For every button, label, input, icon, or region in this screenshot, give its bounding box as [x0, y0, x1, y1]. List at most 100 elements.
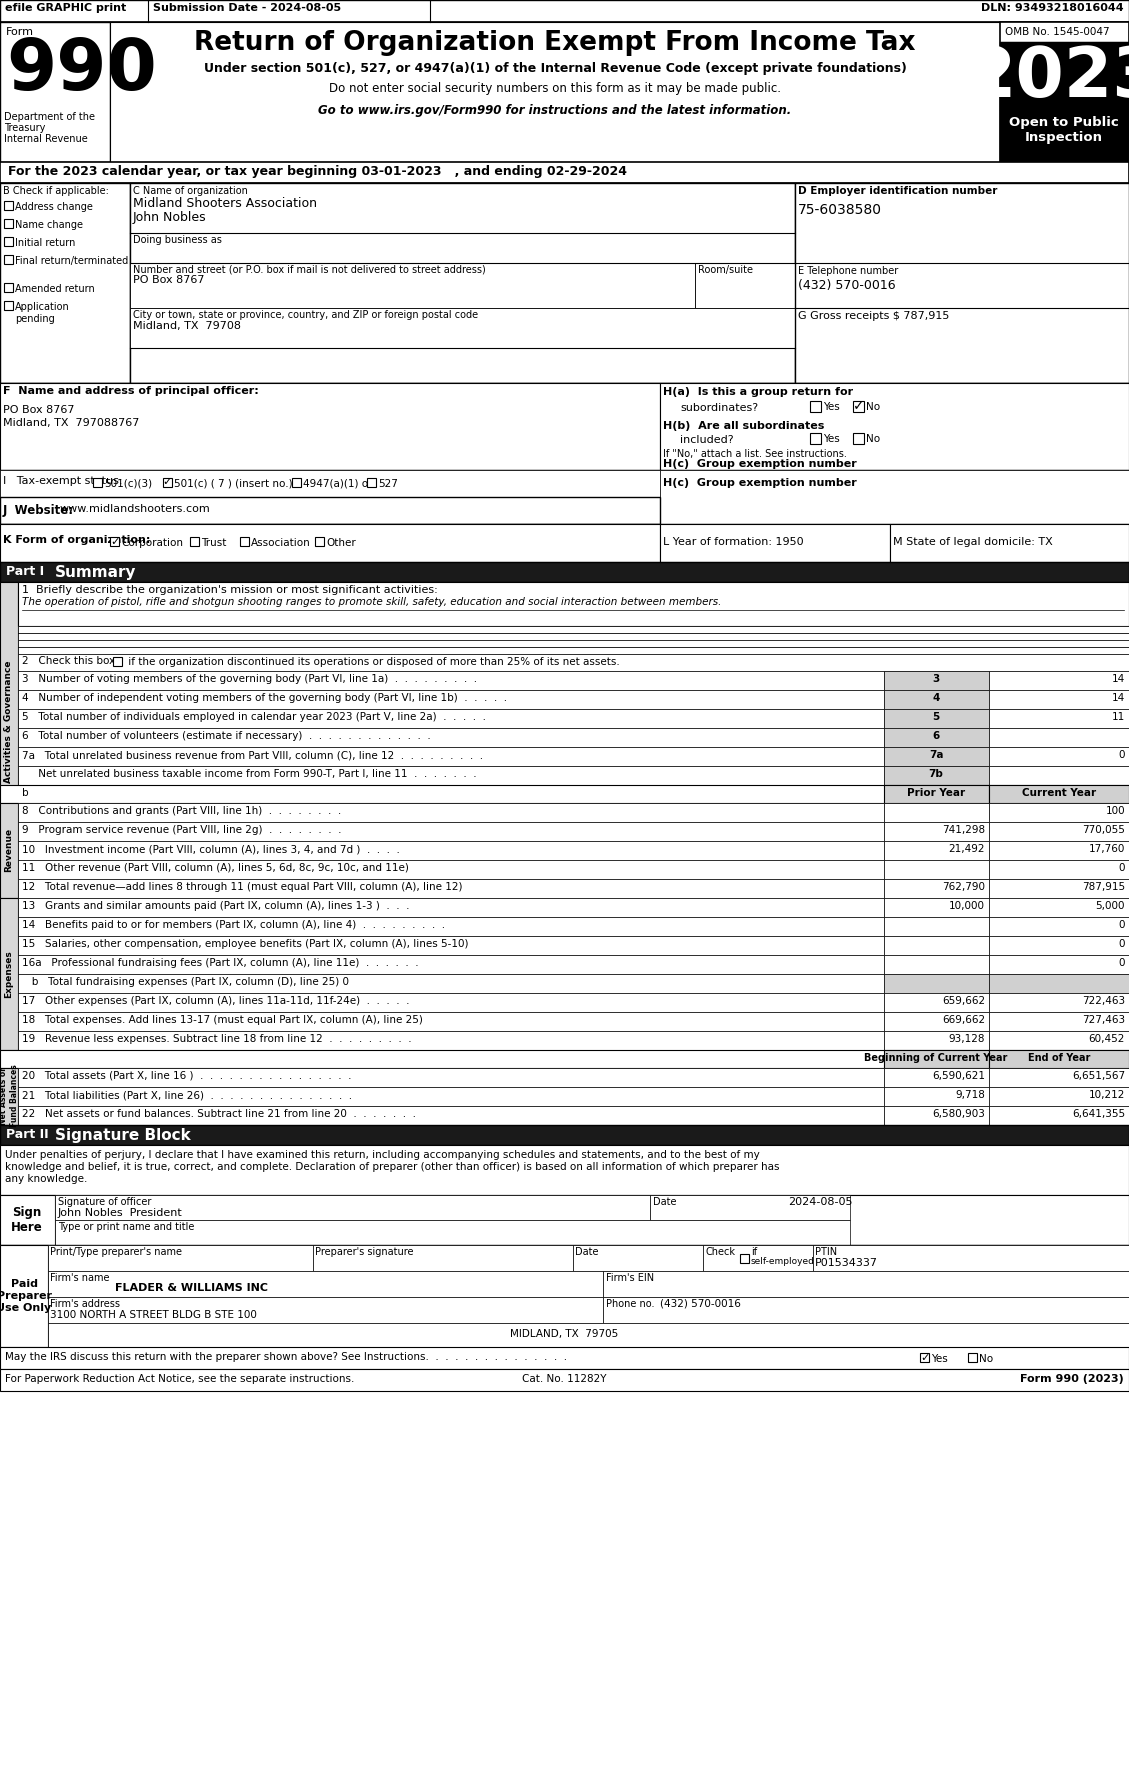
Bar — [884, 879, 989, 897]
Text: (432) 570-0016: (432) 570-0016 — [798, 279, 895, 291]
Text: K Form of organization:: K Form of organization: — [3, 535, 150, 546]
Text: Part I: Part I — [6, 565, 44, 577]
Bar — [890, 525, 1129, 562]
Bar — [0, 162, 1129, 184]
Text: Check: Check — [706, 1247, 736, 1257]
Bar — [0, 1369, 1129, 1392]
Text: Phone no.: Phone no. — [606, 1300, 655, 1309]
Text: Print/Type preparer's name: Print/Type preparer's name — [50, 1247, 182, 1257]
Text: Department of the: Department of the — [5, 111, 95, 122]
Text: Midland, TX  79708: Midland, TX 79708 — [133, 321, 240, 330]
Text: H(c)  Group exemption number: H(c) Group exemption number — [663, 459, 857, 470]
Bar — [989, 786, 1129, 804]
Bar — [884, 841, 989, 860]
Bar — [0, 786, 1129, 804]
Text: Open to Public
Inspection: Open to Public Inspection — [1009, 117, 1119, 145]
Bar — [0, 897, 18, 1051]
Text: 10   Investment income (Part VIII, column (A), lines 3, 4, and 7d )  .  .  .  .: 10 Investment income (Part VIII, column … — [21, 844, 400, 855]
Bar — [989, 955, 1129, 975]
Bar — [884, 975, 989, 992]
Bar — [854, 401, 864, 411]
Text: Yes: Yes — [823, 403, 840, 411]
Text: 3   Number of voting members of the governing body (Part VI, line 1a)  .  .  .  : 3 Number of voting members of the govern… — [21, 675, 478, 683]
Bar — [603, 1296, 1129, 1323]
Text: Sign
Here: Sign Here — [11, 1206, 43, 1234]
Bar — [18, 897, 884, 917]
Bar — [989, 728, 1129, 747]
Bar — [18, 917, 884, 936]
Text: 2024-08-05: 2024-08-05 — [788, 1197, 854, 1206]
Text: 2023: 2023 — [968, 44, 1129, 111]
Text: Internal Revenue: Internal Revenue — [5, 134, 88, 145]
Text: End of Year: End of Year — [1027, 1053, 1091, 1063]
Text: knowledge and belief, it is true, correct, and complete. Declaration of preparer: knowledge and belief, it is true, correc… — [5, 1162, 779, 1173]
Text: 4: 4 — [933, 692, 939, 703]
Text: 7b: 7b — [928, 768, 944, 779]
Text: 22   Net assets or fund balances. Subtract line 21 from line 20  .  .  .  .  .  : 22 Net assets or fund balances. Subtract… — [21, 1109, 415, 1120]
Bar — [18, 583, 1129, 625]
Text: Do not enter social security numbers on this form as it may be made public.: Do not enter social security numbers on … — [329, 81, 781, 95]
Bar — [110, 537, 119, 546]
Text: 9,718: 9,718 — [955, 1090, 984, 1100]
Bar — [1000, 109, 1129, 162]
Text: Beginning of Current Year: Beginning of Current Year — [865, 1053, 1008, 1063]
Text: FLADER & WILLIAMS INC: FLADER & WILLIAMS INC — [115, 1284, 268, 1293]
Bar — [0, 184, 1129, 383]
Text: ✓: ✓ — [852, 399, 865, 413]
Bar — [695, 263, 795, 307]
Text: Midland, TX  797088767: Midland, TX 797088767 — [3, 419, 139, 427]
Text: If "No," attach a list. See instructions.: If "No," attach a list. See instructions… — [663, 449, 847, 459]
Text: Form 990 (2023): Form 990 (2023) — [1021, 1374, 1124, 1385]
Text: 10,000: 10,000 — [949, 901, 984, 911]
Text: (432) 570-0016: (432) 570-0016 — [660, 1300, 741, 1309]
Text: subordinates?: subordinates? — [680, 403, 759, 413]
Bar — [5, 254, 14, 263]
Bar — [989, 860, 1129, 879]
Bar — [0, 0, 1129, 21]
Bar — [0, 1196, 55, 1245]
Text: Trust: Trust — [201, 539, 227, 547]
Text: Date: Date — [575, 1247, 598, 1257]
Bar — [989, 841, 1129, 860]
Bar — [884, 1051, 989, 1068]
Bar — [240, 537, 250, 546]
Bar — [884, 860, 989, 879]
Text: 17,760: 17,760 — [1088, 844, 1124, 855]
Text: 0: 0 — [1119, 957, 1124, 968]
Text: Signature of officer: Signature of officer — [58, 1197, 151, 1206]
Text: 0: 0 — [1119, 940, 1124, 948]
Text: Form: Form — [6, 26, 34, 37]
Text: Application
pending: Application pending — [15, 302, 70, 323]
Text: included?: included? — [680, 434, 734, 445]
Bar — [18, 653, 1129, 671]
Text: Paid
Preparer
Use Only: Paid Preparer Use Only — [0, 1279, 52, 1312]
Text: 5   Total number of individuals employed in calendar year 2023 (Part V, line 2a): 5 Total number of individuals employed i… — [21, 712, 485, 722]
Text: Prior Year: Prior Year — [907, 788, 965, 798]
Text: 6: 6 — [933, 731, 939, 742]
Bar — [49, 1272, 603, 1296]
Text: For Paperwork Reduction Act Notice, see the separate instructions.: For Paperwork Reduction Act Notice, see … — [5, 1374, 355, 1385]
Text: www.midlandshooters.com: www.midlandshooters.com — [60, 503, 211, 514]
Bar — [93, 479, 102, 487]
Text: OMB No. 1545-0047: OMB No. 1545-0047 — [1005, 26, 1110, 37]
Bar — [884, 992, 989, 1012]
Text: Current Year: Current Year — [1022, 788, 1096, 798]
Text: 770,055: 770,055 — [1082, 825, 1124, 835]
Text: Activities & Governance: Activities & Governance — [5, 660, 14, 784]
Bar — [163, 479, 172, 487]
Text: Room/suite: Room/suite — [698, 265, 753, 275]
Bar — [884, 917, 989, 936]
Bar — [0, 383, 1129, 470]
Text: Firm's address: Firm's address — [50, 1300, 120, 1309]
Bar — [884, 936, 989, 955]
Text: Type or print name and title: Type or print name and title — [58, 1222, 194, 1233]
Bar — [113, 657, 122, 666]
Bar — [884, 1088, 989, 1106]
Bar — [5, 219, 14, 228]
Bar — [884, 671, 989, 691]
Bar — [989, 1051, 1129, 1068]
Text: Signature Block: Signature Block — [55, 1128, 191, 1143]
Text: 0: 0 — [1119, 920, 1124, 931]
Text: Name change: Name change — [15, 221, 84, 230]
Text: Part II: Part II — [6, 1128, 49, 1141]
